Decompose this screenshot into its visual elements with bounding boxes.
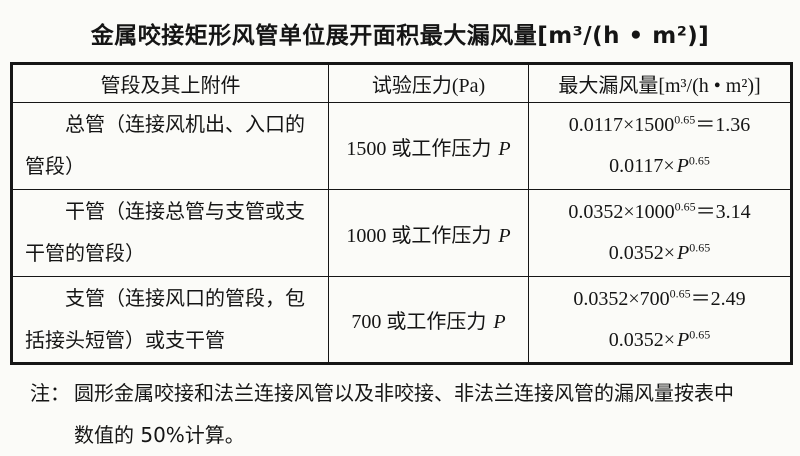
formula-exponent: 0.65 bbox=[688, 153, 710, 168]
col-header-pressure: 试验压力(Pa) bbox=[328, 63, 529, 103]
formula-result: ＝2.49 bbox=[690, 287, 746, 310]
formula-numeric: 0.0352×7000.65＝2.49 bbox=[529, 279, 790, 320]
formula-variable: P bbox=[677, 328, 690, 351]
formula-base: 0.0352×1000 bbox=[568, 201, 675, 223]
formula-symbolic: 0.0352× P0.65 bbox=[529, 320, 790, 361]
col-header-segment: 管段及其上附件 bbox=[11, 63, 329, 103]
table-row: 支管（连接风口的管段，包括接头短管）或支干管 700 或工作压力 P 0.035… bbox=[11, 276, 792, 364]
formula-exponent: 0.65 bbox=[674, 112, 696, 127]
formula-result: ＝1.36 bbox=[695, 114, 751, 136]
segment-text: 总管（连接风机出、入口的管段） bbox=[25, 114, 305, 178]
leakage-cell: 0.0117×15000.65＝1.36 0.0117× P0.65 bbox=[528, 102, 792, 190]
formula-variable: P bbox=[676, 155, 689, 177]
formula-numeric: 0.0117×15000.65＝1.36 bbox=[529, 105, 790, 146]
footnote-text: 圆形金属咬接和法兰连接风管以及非咬接、非法兰连接风管的漏风量按表中数值的 50%… bbox=[74, 381, 734, 447]
pressure-variable: P bbox=[498, 137, 511, 160]
formula-coefficient: 0.0352× bbox=[608, 242, 676, 264]
formula-exponent: 0.65 bbox=[674, 199, 696, 214]
formula-symbolic: 0.0352× P0.65 bbox=[529, 233, 790, 274]
pressure-cell: 700 或工作压力 P bbox=[328, 276, 529, 364]
formula-symbolic: 0.0117× P0.65 bbox=[529, 146, 790, 187]
page-title: 金属咬接矩形风管单位展开面积最大漏风量[m³/(h • m²)] bbox=[90, 23, 710, 49]
formula-variable: P bbox=[677, 242, 690, 264]
segment-text: 支管（连接风口的管段，包括接头短管）或支干管 bbox=[25, 287, 305, 352]
formula-base: 0.0352×700 bbox=[573, 287, 670, 310]
pressure-cell: 1000 或工作压力 P bbox=[328, 189, 529, 277]
pressure-text: 1000 或工作压力 bbox=[346, 224, 497, 247]
footnote-label: 注： bbox=[30, 381, 70, 405]
formula-base: 0.0117×1500 bbox=[568, 114, 675, 136]
col-header-leakage: 最大漏风量[m³/(h • m²)] bbox=[528, 63, 792, 103]
formula-exponent: 0.65 bbox=[689, 326, 711, 341]
pressure-variable: P bbox=[498, 224, 511, 247]
segment-cell: 总管（连接风机出、入口的管段） bbox=[11, 102, 329, 190]
segment-text: 干管（连接总管与支管或支干管的管段） bbox=[25, 201, 305, 265]
table-row: 干管（连接总管与支管或支干管的管段） 1000 或工作压力 P 0.0352×1… bbox=[11, 189, 792, 277]
formula-coefficient: 0.0117× bbox=[609, 155, 675, 177]
footnote: 注： 圆形金属咬接和法兰连接风管以及非咬接、非法兰连接风管的漏风量按表中数值的 … bbox=[30, 372, 749, 456]
pressure-text: 700 或工作压力 bbox=[351, 311, 492, 333]
formula-result: ＝3.14 bbox=[695, 201, 751, 223]
segment-cell: 干管（连接总管与支管或支干管的管段） bbox=[11, 189, 329, 277]
header-row: 管段及其上附件 试验压力(Pa) 最大漏风量[m³/(h • m²)] bbox=[11, 63, 792, 103]
segment-cell: 支管（连接风口的管段，包括接头短管）或支干管 bbox=[11, 276, 329, 364]
pressure-text: 1500 或工作压力 bbox=[346, 137, 497, 160]
leakage-cell: 0.0352×7000.65＝2.49 0.0352× P0.65 bbox=[528, 276, 792, 364]
table-row: 总管（连接风机出、入口的管段） 1500 或工作压力 P 0.0117×1500… bbox=[11, 102, 792, 190]
formula-exponent: 0.65 bbox=[689, 240, 711, 255]
leakage-cell: 0.0352×10000.65＝3.14 0.0352× P0.65 bbox=[528, 189, 792, 277]
leakage-table: 管段及其上附件 试验压力(Pa) 最大漏风量[m³/(h • m²)] 总管（连… bbox=[10, 62, 793, 365]
formula-exponent: 0.65 bbox=[669, 285, 691, 300]
formula-coefficient: 0.0352× bbox=[608, 328, 676, 351]
pressure-variable: P bbox=[493, 311, 506, 333]
formula-numeric: 0.0352×10000.65＝3.14 bbox=[529, 192, 790, 233]
pressure-cell: 1500 或工作压力 P bbox=[328, 102, 529, 190]
